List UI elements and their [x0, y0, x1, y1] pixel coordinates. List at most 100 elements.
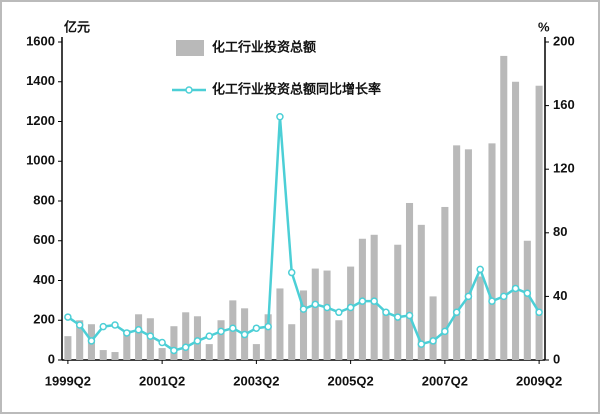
- bar: [76, 320, 84, 360]
- bar: [170, 326, 178, 360]
- bar: [523, 240, 531, 360]
- y-tick-label: 800: [33, 192, 55, 207]
- bar: [405, 202, 414, 360]
- line-marker: [229, 324, 237, 332]
- line-marker: [511, 284, 520, 293]
- y2-tick-label: 0: [553, 351, 560, 366]
- x-tick-label: 2005Q2: [327, 373, 373, 388]
- line-marker: [464, 292, 473, 301]
- bar: [252, 344, 260, 360]
- line-marker: [323, 303, 331, 312]
- line-marker: [111, 321, 119, 329]
- bar: [535, 85, 543, 360]
- line-marker: [488, 297, 496, 305]
- line-marker: [452, 308, 461, 317]
- line-marker: [134, 326, 143, 334]
- y2-tick-label: 200: [553, 33, 575, 48]
- bar: [299, 290, 308, 360]
- line-marker: [276, 112, 284, 121]
- line-marker: [158, 338, 166, 347]
- y-tick-label: 1200: [26, 113, 55, 128]
- bar: [288, 324, 296, 360]
- line-marker: [64, 313, 72, 321]
- bar: [264, 314, 272, 360]
- bar: [512, 81, 520, 360]
- line-marker: [358, 297, 367, 305]
- bar: [453, 145, 461, 360]
- y-tick-label: 400: [33, 272, 55, 287]
- bar: [382, 310, 390, 360]
- line-marker: [523, 289, 532, 297]
- y2-tick-label: 120: [553, 161, 575, 176]
- bar: [323, 270, 331, 360]
- line-marker: [87, 337, 96, 345]
- line-marker: [75, 321, 84, 329]
- line-marker: [123, 329, 131, 337]
- legend-swatch: [185, 86, 193, 94]
- line-marker: [205, 332, 214, 340]
- bar: [429, 296, 437, 360]
- line-marker: [382, 308, 390, 317]
- y-tick-label: 1600: [26, 33, 55, 48]
- y2-tick-label: 40: [553, 288, 567, 303]
- line-marker: [146, 332, 155, 340]
- x-tick-label: 2007Q2: [422, 373, 468, 388]
- line-marker: [370, 297, 378, 305]
- line-marker: [311, 300, 320, 309]
- bar: [347, 266, 355, 360]
- y2-axis-label: %: [538, 19, 550, 34]
- line-marker: [393, 313, 402, 321]
- y-tick-label: 1000: [26, 153, 55, 168]
- line-marker: [99, 322, 107, 331]
- line-marker: [264, 322, 272, 331]
- y-tick-label: 600: [33, 232, 55, 247]
- legend-label: 化工行业投资总额同比增长率: [212, 81, 381, 96]
- bar: [123, 330, 131, 360]
- legend-label: 化工行业投资总额: [212, 39, 316, 54]
- y2-tick-label: 160: [553, 97, 575, 112]
- line-marker: [217, 327, 225, 336]
- bar: [441, 206, 449, 360]
- line-marker: [405, 311, 414, 320]
- y-tick-label: 0: [48, 351, 55, 366]
- bar: [476, 276, 484, 360]
- bar: [111, 352, 119, 360]
- line-marker: [441, 327, 449, 336]
- bar: [488, 143, 496, 360]
- line-marker: [429, 337, 437, 345]
- line-marker: [181, 343, 190, 352]
- line-marker: [417, 340, 426, 348]
- bar: [158, 348, 166, 360]
- line-marker: [170, 346, 178, 355]
- y-axis-label: 亿元: [64, 19, 90, 34]
- bar: [64, 336, 72, 360]
- bar: [311, 268, 319, 360]
- bar: [335, 320, 343, 360]
- x-tick-label: 2003Q2: [233, 373, 279, 388]
- x-tick-label: 2001Q2: [139, 373, 185, 388]
- bar: [417, 224, 425, 360]
- line-marker: [346, 303, 355, 312]
- x-tick-label: 2009Q2: [516, 373, 562, 388]
- bar: [182, 312, 190, 360]
- line-marker: [287, 268, 296, 277]
- line-marker: [252, 324, 261, 332]
- y-tick-label: 200: [33, 312, 55, 327]
- y2-tick-label: 80: [553, 224, 567, 239]
- line-marker: [240, 330, 249, 339]
- line-marker: [299, 305, 308, 313]
- bar: [217, 320, 225, 360]
- line-marker: [476, 265, 484, 274]
- bar: [394, 244, 402, 360]
- legend-swatch: [176, 40, 204, 56]
- line-marker: [335, 308, 343, 317]
- bar: [205, 344, 213, 360]
- line-marker: [535, 308, 543, 317]
- bar: [135, 314, 143, 360]
- line-marker: [193, 337, 202, 345]
- bar: [276, 288, 284, 360]
- y-tick-label: 1400: [26, 73, 55, 88]
- x-tick-label: 1999Q2: [45, 373, 91, 388]
- line-marker: [500, 292, 508, 301]
